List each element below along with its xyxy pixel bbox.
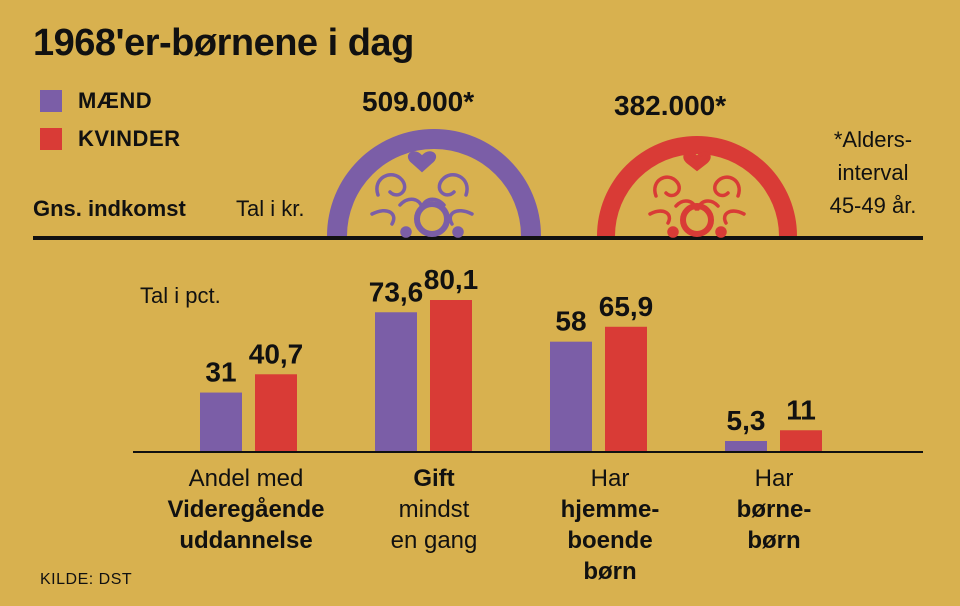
arch-ring-men xyxy=(327,129,541,236)
bar-baseline xyxy=(133,451,923,453)
bar-men-3 xyxy=(550,341,592,451)
legend-swatch-men xyxy=(40,90,62,112)
category-label-line: uddannelse xyxy=(179,527,313,554)
ornament-swirl-icon xyxy=(648,151,746,238)
category-label-line: Gift xyxy=(413,465,455,492)
category-label-line: børn xyxy=(747,527,801,554)
bar-men-4 xyxy=(725,441,767,451)
category-label-line: børne- xyxy=(736,496,812,523)
legend-label-women: KVINDER xyxy=(78,126,181,151)
chart-title: 1968'er-børnene i dag xyxy=(33,22,414,64)
category-label-line: børn xyxy=(583,558,637,585)
arch-ring-women xyxy=(597,136,797,236)
category-label-married: Gift mindst en gang xyxy=(334,463,534,556)
category-label-line: Har xyxy=(754,465,794,492)
income-label: Gns. indkomst xyxy=(33,196,186,221)
bar-women-3 xyxy=(605,326,647,451)
income-arch-men xyxy=(327,129,541,238)
category-label-line: Har xyxy=(590,465,630,492)
bar-women-2 xyxy=(430,300,472,451)
legend-item-men: MÆND xyxy=(40,88,152,114)
data-label-men-3: 58 xyxy=(555,306,586,337)
ornament-swirl-icon xyxy=(370,151,474,238)
bar-men-1 xyxy=(200,392,242,451)
data-label-men-4: 5,3 xyxy=(727,405,766,436)
age-footnote: *Alders- interval 45-49 år. xyxy=(808,123,938,222)
category-label-education: Andel med Videregående uddannelse xyxy=(146,463,346,556)
bar-women-4 xyxy=(780,430,822,451)
legend-swatch-women xyxy=(40,128,62,150)
bar-women-1 xyxy=(255,374,297,451)
bar-men-2 xyxy=(375,312,417,451)
category-label-line: boende xyxy=(567,527,653,554)
income-arch-women xyxy=(597,136,797,238)
income-unit: Tal i kr. xyxy=(236,196,305,221)
data-label-men-1: 31 xyxy=(205,357,236,388)
category-label-children: Har hjemme- boende børn xyxy=(510,463,710,587)
legend-label-men: MÆND xyxy=(78,88,153,113)
data-label-men-2: 73,6 xyxy=(369,276,424,307)
category-label-line: Andel med xyxy=(188,465,304,492)
category-label-line: en gang xyxy=(390,527,478,554)
income-women-value: 382.000* xyxy=(614,90,727,121)
category-label-line: mindst xyxy=(398,496,470,523)
legend-item-women: KVINDER xyxy=(40,126,181,152)
footnote-line: interval xyxy=(837,160,909,185)
category-label-line: Videregående xyxy=(167,496,325,523)
data-label-women-4: 11 xyxy=(786,394,816,425)
data-label-women-3: 65,9 xyxy=(599,291,654,322)
percent-unit: Tal i pct. xyxy=(140,283,221,308)
footnote-line: *Alders- xyxy=(833,127,913,152)
income-men-value: 509.000* xyxy=(362,86,475,117)
income-baseline xyxy=(33,236,923,240)
source-note: KILDE: DST xyxy=(40,571,133,588)
data-label-women-1: 40,7 xyxy=(249,338,304,369)
bar-group: 31 40,7 73,6 80,1 58 65,9 5,3 11 xyxy=(200,264,822,451)
category-label-line: hjemme- xyxy=(560,496,660,523)
footnote-line: 45-49 år. xyxy=(829,193,917,218)
data-label-women-2: 80,1 xyxy=(424,264,479,295)
category-label-grandchildren: Har børne- børn xyxy=(674,463,874,556)
